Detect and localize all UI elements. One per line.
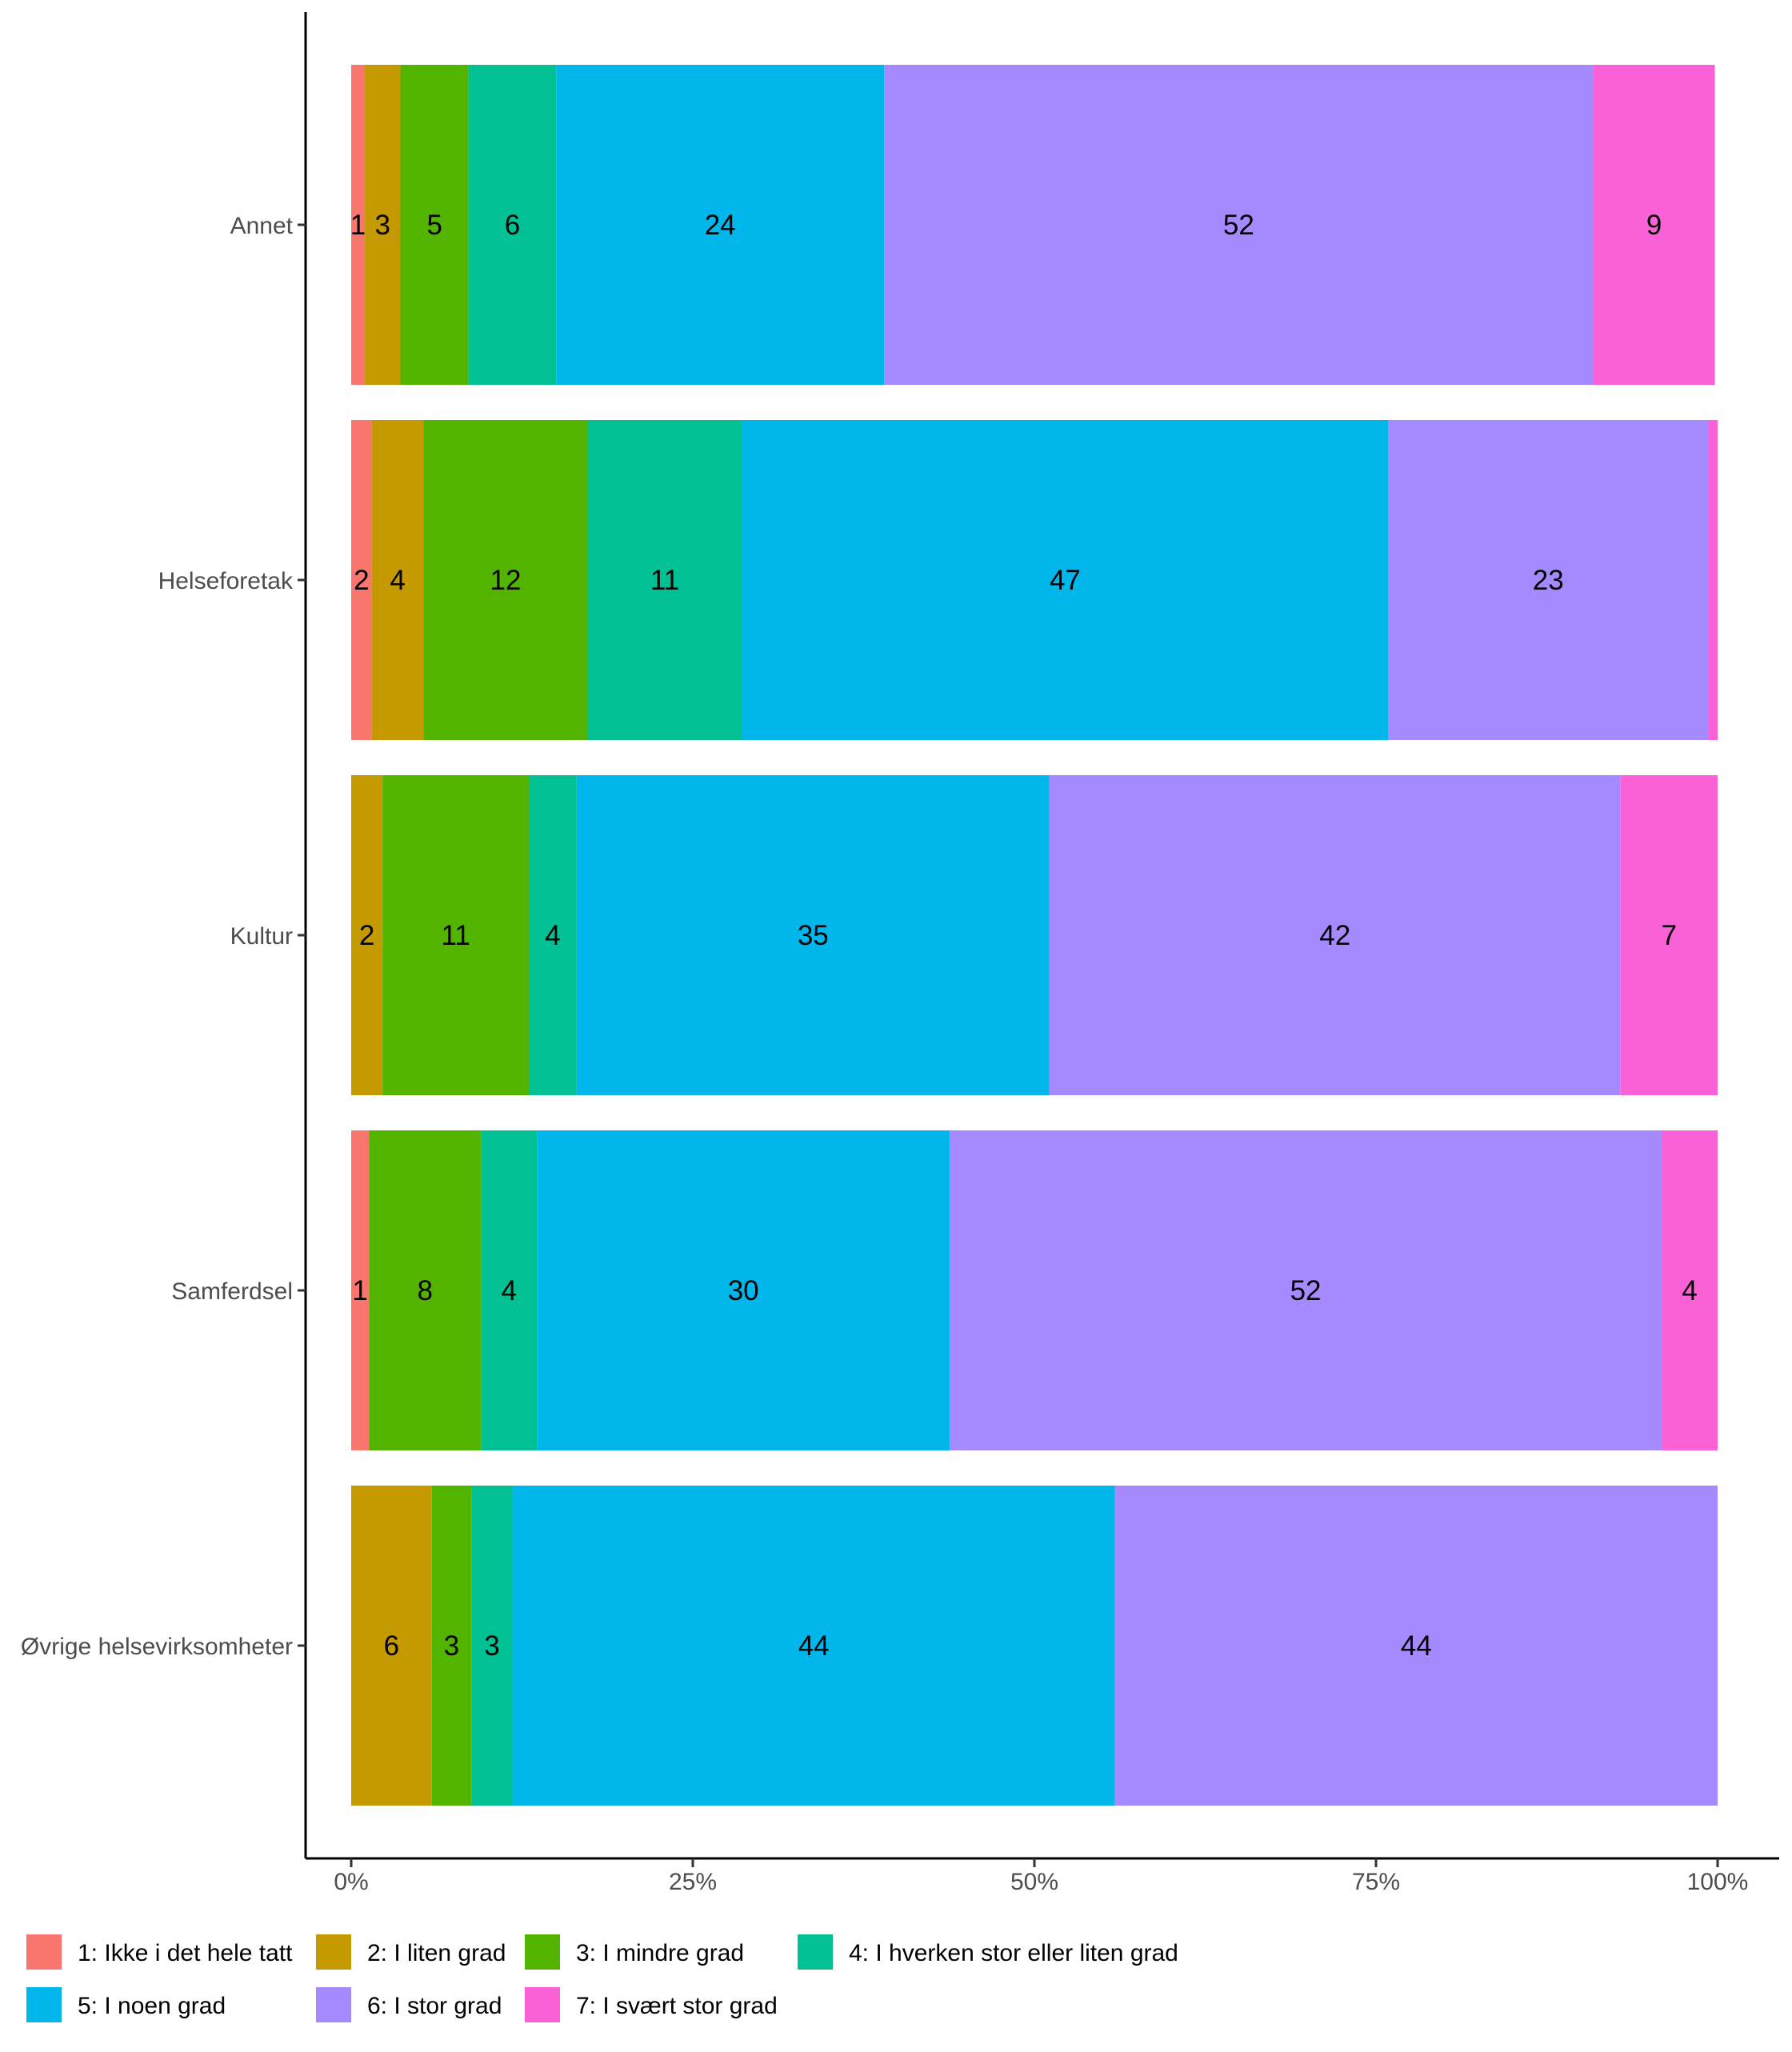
data-label: 2: [354, 565, 369, 596]
data-label: 52: [1223, 210, 1254, 241]
bar-segment: [351, 420, 372, 740]
y-tick-label: Annet: [230, 213, 294, 239]
bar-segment: [1620, 775, 1718, 1095]
data-label: 23: [1533, 565, 1564, 596]
data-label: 44: [1401, 1630, 1432, 1662]
bar-segment: [512, 1486, 1115, 1806]
data-label: 47: [1050, 565, 1081, 596]
bar-segment: [1708, 420, 1718, 740]
bar-segment: [468, 65, 557, 385]
y-tick-label: Øvrige helsevirksomheter: [21, 1634, 293, 1660]
legend-swatch: [525, 1987, 560, 2022]
bar-segment: [371, 420, 424, 740]
bar-segment: [1049, 775, 1621, 1095]
legend-item: 3: I mindre grad: [525, 1934, 744, 1970]
legend-item: 7: I svært stor grad: [525, 1987, 778, 2022]
data-label: 4: [390, 565, 405, 596]
x-ticks-layer: 0% 25% 50% 75% 100%: [334, 1858, 1748, 1895]
data-label: 5: [426, 210, 442, 241]
legend-item: 6: I stor grad: [316, 1987, 502, 2022]
legend-label: 2: I liten grad: [367, 1940, 506, 1966]
x-tick-label: 100%: [1687, 1869, 1749, 1895]
legend-item: 5: I noen grad: [26, 1987, 226, 2022]
data-label: 44: [798, 1630, 830, 1662]
x-tick-label: 0%: [334, 1869, 368, 1895]
data-label: 11: [441, 920, 470, 951]
legend-swatch: [26, 1987, 62, 2022]
legend-swatch: [26, 1934, 62, 1970]
bar-segment: [369, 1130, 482, 1450]
data-label: 42: [1319, 920, 1350, 951]
bar-segment: [365, 65, 401, 385]
bar-segment: [1114, 1486, 1718, 1806]
data-label: 3: [444, 1630, 459, 1662]
data-label: 1: [352, 1275, 367, 1306]
data-label: 2: [359, 920, 374, 951]
data-label: 9: [1646, 210, 1662, 241]
data-label: 6: [505, 210, 520, 241]
data-label: 52: [1290, 1275, 1322, 1306]
data-label: 3: [484, 1630, 499, 1662]
bar-segment: [351, 775, 383, 1095]
bar-segment: [481, 1130, 538, 1450]
data-label: 4: [1682, 1275, 1697, 1306]
bar-segment: [587, 420, 742, 740]
bar-segment: [1388, 420, 1709, 740]
data-label: 1: [350, 210, 366, 241]
data-label: 11: [650, 565, 679, 596]
bar-segment: [1661, 1130, 1718, 1450]
bar-segment: [556, 65, 885, 385]
data-label: 8: [417, 1275, 432, 1306]
bar-segment: [351, 1486, 432, 1806]
y-tick-label: Kultur: [230, 923, 293, 950]
bar-segment: [576, 775, 1050, 1095]
bar-segment: [537, 1130, 950, 1450]
legend-item: 4: I hverken stor eller liten grad: [798, 1934, 1178, 1970]
legend-item: 1: Ikke i det hele tatt: [26, 1934, 293, 1970]
y-tick-label: Helseforetak: [158, 568, 294, 594]
bar-segment: [471, 1486, 513, 1806]
legend-swatch: [316, 1987, 351, 2022]
data-label: 35: [798, 920, 829, 951]
legend-swatch: [316, 1934, 351, 1970]
data-label: 24: [705, 210, 736, 241]
x-tick-label: 75%: [1352, 1869, 1400, 1895]
legend-label: 4: I hverken stor eller liten grad: [849, 1940, 1178, 1966]
legend-swatch: [798, 1934, 833, 1970]
x-tick-label: 25%: [669, 1869, 717, 1895]
legend-label: 1: Ikke i det hele tatt: [78, 1940, 293, 1966]
bar-segment: [950, 1130, 1662, 1450]
legend-label: 5: I noen grad: [78, 1993, 226, 2019]
y-tick-label: Samferdsel: [171, 1278, 293, 1305]
legend-label: 6: I stor grad: [367, 1993, 502, 2019]
legend-swatch: [525, 1934, 560, 1970]
bar-segment: [351, 65, 366, 385]
bar-segment: [423, 420, 588, 740]
bar-segment: [529, 775, 577, 1095]
data-label: 6: [384, 1630, 399, 1662]
legend-label: 3: I mindre grad: [576, 1940, 744, 1966]
data-label: 4: [502, 1275, 517, 1306]
y-ticks-layer: Annet Helseforetak Kultur Samferdsel Øvrige …: [21, 213, 306, 1660]
data-labels-layer: 1 3 5 6 24 52 92 4 12 11 47 232 11 4 35 42 71 8 4 30 52 46 3 3 4…: [350, 210, 1698, 1662]
data-label: 7: [1662, 920, 1677, 951]
bars-layer: [351, 65, 1718, 1806]
bar-segment: [1593, 65, 1715, 385]
data-label: 4: [545, 920, 560, 951]
data-label: 3: [375, 210, 390, 241]
bar-segment: [400, 65, 469, 385]
bar-segment: [884, 65, 1594, 385]
data-label: 12: [490, 565, 522, 596]
bar-segment: [431, 1486, 472, 1806]
data-label: 30: [728, 1275, 759, 1306]
bar-segment: [382, 775, 530, 1095]
bar-segment: [351, 1130, 370, 1450]
legend-item: 2: I liten grad: [316, 1934, 506, 1970]
legend: 1: Ikke i det hele tatt 2: I liten grad 3:…: [26, 1934, 1178, 2022]
legend-label: 7: I svært stor grad: [576, 1993, 778, 2019]
x-tick-label: 50%: [1010, 1869, 1058, 1895]
bar-segment: [742, 420, 1389, 740]
